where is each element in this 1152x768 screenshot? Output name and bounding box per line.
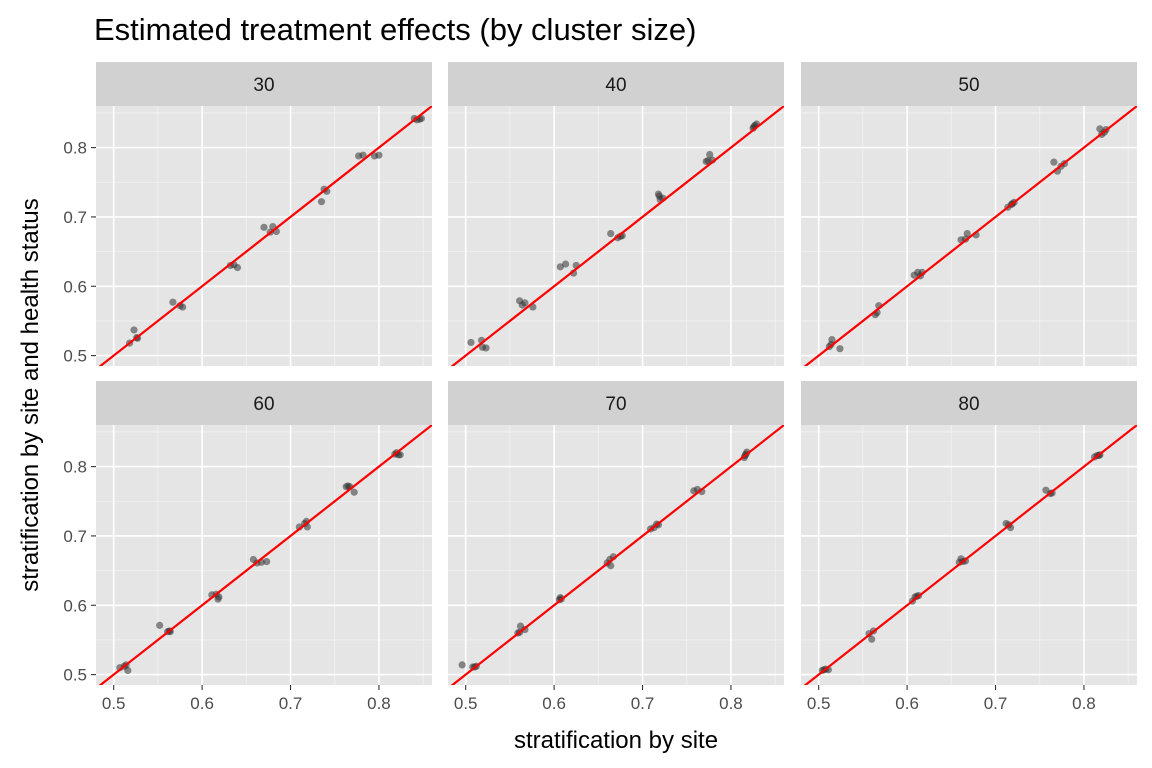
data-point	[396, 451, 404, 459]
facet-panel: 70 0.5 0.6 0.7 0.8	[448, 381, 784, 713]
facet-panel: 40	[448, 62, 784, 366]
facet-panel: 80 0.5 0.6 0.7 0.8	[801, 381, 1137, 713]
reference-line	[98, 425, 432, 685]
data-point	[482, 344, 490, 352]
y-tick-label: 0.6	[63, 277, 87, 296]
data-point	[124, 666, 132, 675]
data-point	[156, 621, 164, 629]
reference-line	[98, 106, 432, 366]
facet-strip-label: 60	[253, 394, 274, 415]
y-tick-label: 0.7	[63, 527, 87, 546]
facet-strip-label: 80	[958, 394, 979, 415]
data-point	[607, 229, 615, 238]
facet-strip-label: 50	[958, 75, 979, 96]
data-point	[350, 488, 358, 496]
reference-line	[803, 106, 1137, 366]
y-tick-label: 0.8	[63, 139, 87, 158]
facet-panel: 30 0.5 0.6 0.7 0.8	[63, 62, 432, 366]
data-point	[467, 338, 475, 347]
x-tick-label: 0.6	[190, 694, 214, 713]
x-tick-label: 0.5	[102, 694, 126, 713]
facet-strip-label: 30	[253, 75, 274, 96]
panel-plot-area	[448, 425, 784, 685]
facet-panel: 60 0.5 0.6 0.7 0.8 0.5 0.6 0.7 0.8	[63, 381, 432, 713]
data-point	[169, 298, 177, 306]
y-tick-label: 0.5	[63, 666, 87, 685]
data-point	[130, 326, 138, 334]
data-point	[233, 263, 242, 272]
x-tick-label: 0.8	[719, 694, 743, 713]
data-point	[706, 150, 714, 159]
chart-title: Estimated treatment effects (by cluster …	[94, 12, 696, 47]
data-point	[375, 151, 383, 159]
data-point	[1050, 158, 1058, 166]
reference-line	[803, 425, 1137, 685]
x-tick-label: 0.7	[631, 694, 655, 713]
x-tick-label: 0.6	[895, 694, 919, 713]
data-point	[458, 661, 466, 669]
facet-strip	[801, 62, 1137, 106]
panel-plot-area	[96, 106, 432, 366]
data-point	[359, 151, 367, 159]
x-tick-label: 0.6	[542, 694, 566, 713]
data-point	[317, 198, 326, 206]
data-point	[179, 303, 187, 311]
facet-strip	[448, 62, 784, 106]
y-tick-label: 0.8	[63, 458, 87, 477]
x-tick-label: 0.7	[984, 694, 1008, 713]
data-point	[828, 336, 836, 344]
x-tick-label: 0.5	[807, 694, 831, 713]
panels-layer: 30 0.5 0.6 0.7 0.8 40 50 60 0.5 0.6 0.7 0.8 0.5 0.6 0.…	[63, 62, 1137, 713]
data-point	[215, 593, 223, 601]
y-axis-title: stratification by site and health status	[17, 198, 44, 592]
x-tick-label: 0.7	[279, 694, 303, 713]
reference-line	[450, 106, 784, 366]
y-tick-label: 0.7	[63, 208, 87, 227]
facet-panel: 50	[801, 62, 1137, 366]
y-tick-label: 0.5	[63, 347, 87, 366]
panel-plot-area	[801, 106, 1137, 366]
panel-plot-area	[96, 425, 432, 685]
facet-strip	[801, 381, 1137, 425]
data-point	[963, 229, 971, 238]
reference-line	[450, 425, 784, 685]
data-point	[556, 263, 564, 271]
x-tick-label: 0.8	[1072, 694, 1096, 713]
facet-strip-label: 40	[605, 75, 626, 96]
data-point	[260, 223, 268, 231]
y-tick-label: 0.6	[63, 596, 87, 615]
data-point	[521, 299, 529, 307]
panel-plot-area	[448, 106, 784, 366]
data-point	[655, 192, 663, 200]
facet-strip	[96, 381, 432, 425]
x-axis-title: stratification by site	[514, 727, 718, 754]
data-point	[562, 260, 570, 268]
facet-strip	[96, 62, 432, 106]
data-point	[836, 345, 844, 353]
facet-strip	[448, 381, 784, 425]
facet-strip-label: 70	[605, 394, 626, 415]
data-point	[263, 557, 271, 566]
x-tick-label: 0.5	[454, 694, 478, 713]
data-point	[868, 635, 876, 643]
x-tick-label: 0.8	[367, 694, 391, 713]
data-point	[607, 562, 615, 570]
panel-plot-area	[801, 425, 1137, 685]
